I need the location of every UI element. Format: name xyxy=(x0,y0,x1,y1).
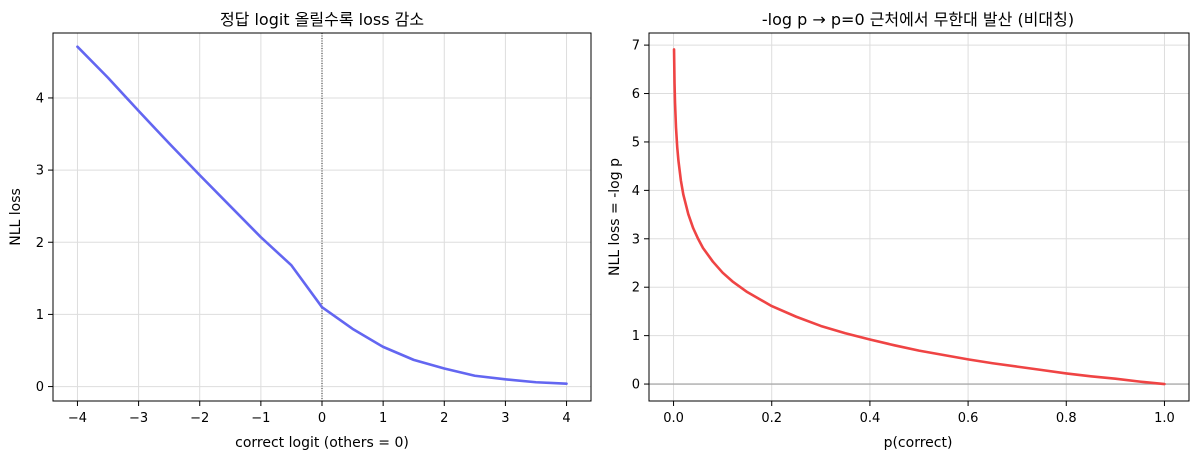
series-line xyxy=(672,48,1166,386)
series-line xyxy=(76,45,568,385)
x-tick-label: 0.2 xyxy=(761,411,782,426)
x-tick-label: 0.4 xyxy=(860,411,881,426)
left-y-ticks: 0 1 2 3 4 xyxy=(36,91,53,395)
right-chart: -log p → p=0 근처에서 무한대 발산 (비대칭) 0.0 0.2 0.4… xyxy=(607,10,1190,451)
right-y-ticks: 0 1 2 3 4 5 6 7 xyxy=(632,39,649,393)
right-y-axis-label: NLL loss = -log p xyxy=(607,158,623,276)
left-x-ticks: −4 −3 −2 −1 0 1 2 3 4 xyxy=(68,401,571,426)
right-grid xyxy=(649,33,1189,401)
y-tick-label: 6 xyxy=(632,87,640,102)
x-tick-label: 0.8 xyxy=(1056,411,1077,426)
left-chart: 정답 logit 올릴수록 loss 감소 −4 −3 −2 −1 0 1 2 3 4 0 1 2 3… xyxy=(8,10,592,451)
right-series xyxy=(672,48,1166,386)
right-plot-frame xyxy=(648,32,1190,402)
y-tick-label: 3 xyxy=(632,232,640,247)
x-tick-label: −2 xyxy=(190,411,209,426)
right-x-ticks: 0.0 0.2 0.4 0.6 0.8 1.0 xyxy=(663,401,1175,426)
y-tick-label: 7 xyxy=(632,39,640,54)
left-x-axis-label: correct logit (others = 0) xyxy=(235,435,409,451)
y-tick-label: 4 xyxy=(36,91,44,106)
y-tick-label: 2 xyxy=(632,281,640,296)
left-chart-title: 정답 logit 올릴수록 loss 감소 xyxy=(220,10,424,29)
x-tick-label: 0.6 xyxy=(958,411,979,426)
x-tick-label: −3 xyxy=(129,411,148,426)
x-tick-label: 1 xyxy=(379,411,387,426)
right-chart-title: -log p → p=0 근처에서 무한대 발산 (비대칭) xyxy=(762,10,1074,29)
left-series xyxy=(76,45,568,385)
right-x-axis-label: p(correct) xyxy=(884,435,953,451)
x-tick-label: 3 xyxy=(501,411,509,426)
y-tick-label: 4 xyxy=(632,184,640,199)
left-grid xyxy=(53,33,591,401)
x-tick-label: −1 xyxy=(251,411,270,426)
x-tick-label: 0.0 xyxy=(663,411,684,426)
y-tick-label: 1 xyxy=(36,308,44,323)
x-tick-label: 4 xyxy=(562,411,570,426)
y-tick-label: 3 xyxy=(36,164,44,179)
x-tick-label: 0 xyxy=(318,411,326,426)
y-tick-label: 0 xyxy=(632,378,640,393)
y-tick-label: 0 xyxy=(36,380,44,395)
x-tick-label: 2 xyxy=(440,411,448,426)
y-tick-label: 1 xyxy=(632,329,640,344)
left-y-axis-label: NLL loss xyxy=(8,188,24,246)
y-tick-label: 2 xyxy=(36,236,44,251)
y-tick-label: 5 xyxy=(632,135,640,150)
x-tick-label: −4 xyxy=(68,411,87,426)
x-tick-label: 1.0 xyxy=(1154,411,1175,426)
